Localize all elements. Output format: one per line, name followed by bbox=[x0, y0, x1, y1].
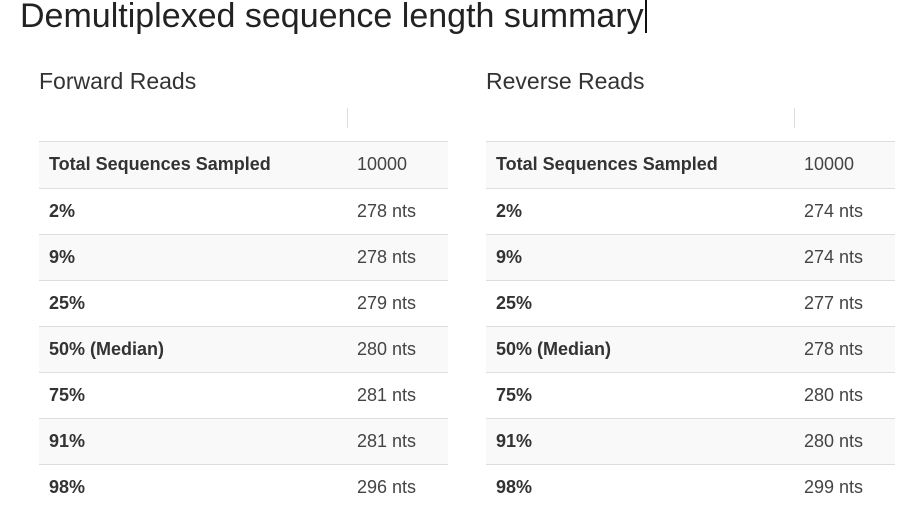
page-title-text: Demultiplexed sequence length summary bbox=[20, 0, 644, 35]
row-value: 281 nts bbox=[347, 371, 448, 418]
row-value: 280 nts bbox=[794, 371, 895, 418]
row-label: 2% bbox=[39, 187, 347, 234]
row-label: 9% bbox=[486, 233, 794, 280]
table-row: 75% 281 nts bbox=[39, 371, 448, 418]
forward-reads-heading: Forward Reads bbox=[39, 68, 197, 94]
row-value: 280 nts bbox=[794, 417, 895, 464]
forward-header-divider bbox=[347, 108, 348, 128]
forward-table-header bbox=[39, 108, 448, 142]
row-value: 10000 bbox=[804, 154, 855, 175]
row-label: 98% bbox=[39, 463, 347, 510]
row-label: 9% bbox=[39, 233, 347, 280]
table-row: 91% 280 nts bbox=[486, 417, 895, 464]
row-value: 278 nts bbox=[794, 325, 895, 372]
table-row: Total Sequences Sampled 10000 bbox=[39, 142, 448, 188]
forward-reads-table: Total Sequences Sampled 10000 2% 278 nts… bbox=[39, 142, 448, 510]
reverse-reads-heading: Reverse Reads bbox=[486, 68, 645, 94]
page-title: Demultiplexed sequence length summary bbox=[20, 0, 647, 36]
reverse-header-divider bbox=[794, 108, 795, 128]
row-label: 75% bbox=[486, 371, 794, 418]
row-label: Total Sequences Sampled bbox=[496, 154, 718, 175]
row-label: 50% (Median) bbox=[486, 325, 794, 372]
row-label: 25% bbox=[486, 279, 794, 326]
row-label: 50% (Median) bbox=[39, 325, 347, 372]
row-label: 25% bbox=[39, 279, 347, 326]
table-row: 98% 299 nts bbox=[486, 463, 895, 510]
table-row: 2% 274 nts bbox=[486, 187, 895, 234]
row-value: 278 nts bbox=[347, 187, 448, 234]
row-label: 75% bbox=[39, 371, 347, 418]
table-row: Total Sequences Sampled 10000 bbox=[486, 142, 895, 188]
row-value: 10000 bbox=[357, 154, 408, 175]
table-row: 9% 274 nts bbox=[486, 233, 895, 280]
row-label: 2% bbox=[486, 187, 794, 234]
row-value: 280 nts bbox=[347, 325, 448, 372]
reverse-reads-table: Total Sequences Sampled 10000 2% 274 nts… bbox=[486, 142, 895, 510]
reverse-reads-panel: Reverse Reads Total Sequences Sampled 10… bbox=[486, 66, 895, 510]
row-value: 279 nts bbox=[347, 279, 448, 326]
forward-reads-panel: Forward Reads Total Sequences Sampled 10… bbox=[39, 66, 448, 510]
row-value: 274 nts bbox=[794, 233, 895, 280]
table-row: 50% (Median) 278 nts bbox=[486, 325, 895, 372]
table-row: 98% 296 nts bbox=[39, 463, 448, 510]
table-row: 25% 277 nts bbox=[486, 279, 895, 326]
table-row: 50% (Median) 280 nts bbox=[39, 325, 448, 372]
row-value: 281 nts bbox=[347, 417, 448, 464]
row-value: 299 nts bbox=[794, 463, 895, 510]
row-value: 277 nts bbox=[794, 279, 895, 326]
row-label: 91% bbox=[486, 417, 794, 464]
table-row: 9% 278 nts bbox=[39, 233, 448, 280]
row-value: 296 nts bbox=[347, 463, 448, 510]
table-row: 25% 279 nts bbox=[39, 279, 448, 326]
row-value: 274 nts bbox=[794, 187, 895, 234]
table-row: 75% 280 nts bbox=[486, 371, 895, 418]
row-label: 91% bbox=[39, 417, 347, 464]
reverse-table-header bbox=[486, 108, 895, 142]
row-value: 278 nts bbox=[347, 233, 448, 280]
text-cursor bbox=[644, 0, 647, 33]
row-label: Total Sequences Sampled bbox=[49, 154, 271, 175]
table-row: 91% 281 nts bbox=[39, 417, 448, 464]
row-label: 98% bbox=[486, 463, 794, 510]
table-row: 2% 278 nts bbox=[39, 187, 448, 234]
